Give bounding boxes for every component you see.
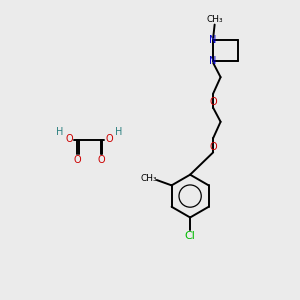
Text: O: O	[65, 134, 73, 144]
Text: N: N	[209, 35, 217, 45]
Text: O: O	[98, 155, 105, 165]
Text: O: O	[209, 98, 217, 107]
Text: O: O	[74, 155, 82, 165]
Text: H: H	[115, 127, 122, 137]
Text: O: O	[209, 142, 217, 152]
Text: CH₃: CH₃	[207, 15, 223, 24]
Text: O: O	[106, 134, 113, 144]
Text: N: N	[209, 56, 217, 66]
Text: CH₃: CH₃	[140, 174, 157, 183]
Text: Cl: Cl	[185, 231, 196, 241]
Text: H: H	[56, 127, 64, 137]
